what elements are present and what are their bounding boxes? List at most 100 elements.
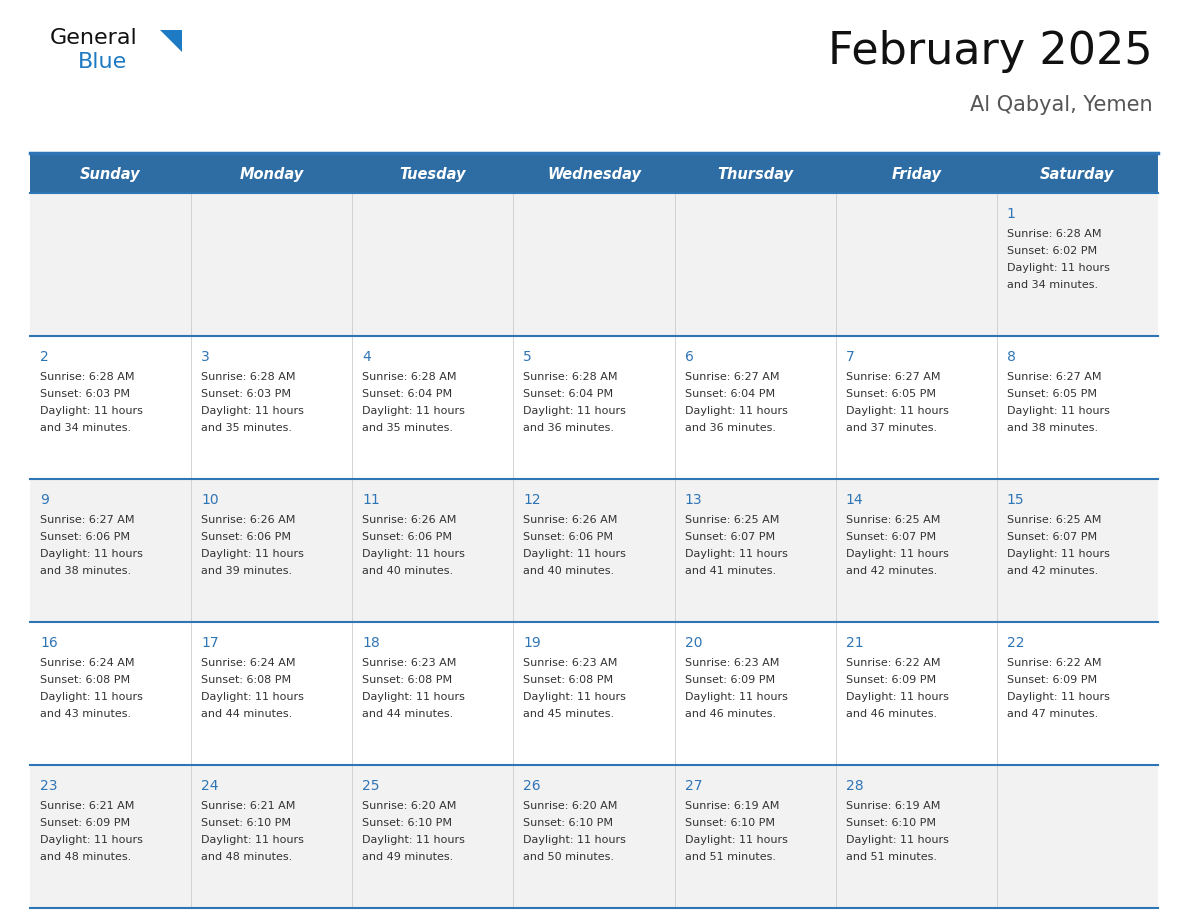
Text: 6: 6 [684,350,694,364]
Text: 19: 19 [524,636,542,650]
Text: Daylight: 11 hours: Daylight: 11 hours [1007,263,1110,273]
Text: Sunset: 6:07 PM: Sunset: 6:07 PM [684,532,775,542]
Text: Sunrise: 6:28 AM: Sunrise: 6:28 AM [201,372,296,382]
Text: and 41 minutes.: and 41 minutes. [684,566,776,576]
Text: Daylight: 11 hours: Daylight: 11 hours [524,406,626,416]
Text: and 44 minutes.: and 44 minutes. [201,709,292,719]
Text: and 35 minutes.: and 35 minutes. [201,423,292,433]
Text: Daylight: 11 hours: Daylight: 11 hours [40,406,143,416]
Text: Daylight: 11 hours: Daylight: 11 hours [201,835,304,845]
Text: Wednesday: Wednesday [546,166,642,182]
Text: 9: 9 [40,493,49,507]
Text: Daylight: 11 hours: Daylight: 11 hours [40,835,143,845]
Text: Daylight: 11 hours: Daylight: 11 hours [40,549,143,559]
Text: Sunday: Sunday [81,166,141,182]
Bar [30,622,1158,765]
Text: and 38 minutes.: and 38 minutes. [1007,423,1098,433]
Text: Sunrise: 6:28 AM: Sunrise: 6:28 AM [1007,229,1101,239]
Text: 27: 27 [684,779,702,793]
Text: Daylight: 11 hours: Daylight: 11 hours [1007,692,1110,702]
Text: Sunrise: 6:26 AM: Sunrise: 6:26 AM [524,515,618,525]
Text: 17: 17 [201,636,219,650]
Text: Daylight: 11 hours: Daylight: 11 hours [201,549,304,559]
Text: Daylight: 11 hours: Daylight: 11 hours [1007,406,1110,416]
Text: Sunset: 6:10 PM: Sunset: 6:10 PM [684,818,775,828]
Text: Daylight: 11 hours: Daylight: 11 hours [362,692,466,702]
Text: Sunset: 6:05 PM: Sunset: 6:05 PM [1007,389,1097,399]
Text: Sunset: 6:10 PM: Sunset: 6:10 PM [846,818,936,828]
Text: Sunset: 6:04 PM: Sunset: 6:04 PM [684,389,775,399]
Bar [30,336,1158,479]
Text: and 48 minutes.: and 48 minutes. [201,852,292,862]
Text: and 44 minutes.: and 44 minutes. [362,709,454,719]
Text: Daylight: 11 hours: Daylight: 11 hours [846,406,948,416]
Text: and 42 minutes.: and 42 minutes. [1007,566,1098,576]
Text: Sunrise: 6:21 AM: Sunrise: 6:21 AM [201,801,296,811]
Text: Sunset: 6:06 PM: Sunset: 6:06 PM [201,532,291,542]
Text: Daylight: 11 hours: Daylight: 11 hours [684,549,788,559]
Text: Sunset: 6:08 PM: Sunset: 6:08 PM [362,675,453,685]
Text: Sunrise: 6:28 AM: Sunrise: 6:28 AM [524,372,618,382]
Text: Sunset: 6:07 PM: Sunset: 6:07 PM [846,532,936,542]
Text: Sunset: 6:09 PM: Sunset: 6:09 PM [1007,675,1097,685]
Text: 26: 26 [524,779,541,793]
Text: Sunset: 6:06 PM: Sunset: 6:06 PM [40,532,129,542]
Text: Sunrise: 6:25 AM: Sunrise: 6:25 AM [684,515,779,525]
Text: 28: 28 [846,779,864,793]
Text: Daylight: 11 hours: Daylight: 11 hours [846,692,948,702]
Text: and 38 minutes.: and 38 minutes. [40,566,131,576]
Text: Sunrise: 6:25 AM: Sunrise: 6:25 AM [1007,515,1101,525]
Text: Daylight: 11 hours: Daylight: 11 hours [684,406,788,416]
Text: Sunset: 6:09 PM: Sunset: 6:09 PM [846,675,936,685]
Text: Sunset: 6:04 PM: Sunset: 6:04 PM [362,389,453,399]
Text: Sunset: 6:07 PM: Sunset: 6:07 PM [1007,532,1097,542]
Text: Sunset: 6:03 PM: Sunset: 6:03 PM [40,389,129,399]
Text: Daylight: 11 hours: Daylight: 11 hours [524,835,626,845]
Text: and 34 minutes.: and 34 minutes. [40,423,131,433]
Text: 14: 14 [846,493,864,507]
Text: and 37 minutes.: and 37 minutes. [846,423,937,433]
Text: and 34 minutes.: and 34 minutes. [1007,280,1098,290]
Text: General: General [50,28,138,48]
Text: Sunrise: 6:19 AM: Sunrise: 6:19 AM [846,801,940,811]
Text: Daylight: 11 hours: Daylight: 11 hours [1007,549,1110,559]
Text: 1: 1 [1007,207,1016,221]
Text: Sunset: 6:09 PM: Sunset: 6:09 PM [40,818,131,828]
Text: 5: 5 [524,350,532,364]
Text: 24: 24 [201,779,219,793]
Text: Daylight: 11 hours: Daylight: 11 hours [684,692,788,702]
Text: Sunrise: 6:25 AM: Sunrise: 6:25 AM [846,515,940,525]
Text: and 40 minutes.: and 40 minutes. [362,566,454,576]
Text: Sunrise: 6:23 AM: Sunrise: 6:23 AM [684,658,779,668]
Text: Sunrise: 6:20 AM: Sunrise: 6:20 AM [362,801,456,811]
Text: and 48 minutes.: and 48 minutes. [40,852,131,862]
Text: February 2025: February 2025 [828,30,1154,73]
Text: Saturday: Saturday [1041,166,1114,182]
Text: and 46 minutes.: and 46 minutes. [684,709,776,719]
Text: Daylight: 11 hours: Daylight: 11 hours [362,406,466,416]
Text: Sunrise: 6:27 AM: Sunrise: 6:27 AM [846,372,940,382]
Text: Sunrise: 6:22 AM: Sunrise: 6:22 AM [1007,658,1101,668]
Text: and 43 minutes.: and 43 minutes. [40,709,131,719]
Text: Sunrise: 6:24 AM: Sunrise: 6:24 AM [201,658,296,668]
Text: 23: 23 [40,779,57,793]
Text: Sunset: 6:02 PM: Sunset: 6:02 PM [1007,246,1097,256]
Text: and 51 minutes.: and 51 minutes. [684,852,776,862]
Text: 7: 7 [846,350,854,364]
Text: and 50 minutes.: and 50 minutes. [524,852,614,862]
Text: Daylight: 11 hours: Daylight: 11 hours [524,549,626,559]
Text: Sunrise: 6:27 AM: Sunrise: 6:27 AM [684,372,779,382]
Text: Sunset: 6:10 PM: Sunset: 6:10 PM [362,818,453,828]
Text: 18: 18 [362,636,380,650]
Text: 20: 20 [684,636,702,650]
Text: Daylight: 11 hours: Daylight: 11 hours [524,692,626,702]
Text: Sunrise: 6:27 AM: Sunrise: 6:27 AM [40,515,134,525]
Bar [30,193,1158,336]
Text: Daylight: 11 hours: Daylight: 11 hours [684,835,788,845]
Text: Daylight: 11 hours: Daylight: 11 hours [362,835,466,845]
Text: and 45 minutes.: and 45 minutes. [524,709,614,719]
Text: and 39 minutes.: and 39 minutes. [201,566,292,576]
Text: Sunrise: 6:26 AM: Sunrise: 6:26 AM [201,515,296,525]
Text: 25: 25 [362,779,380,793]
Text: Tuesday: Tuesday [399,166,466,182]
